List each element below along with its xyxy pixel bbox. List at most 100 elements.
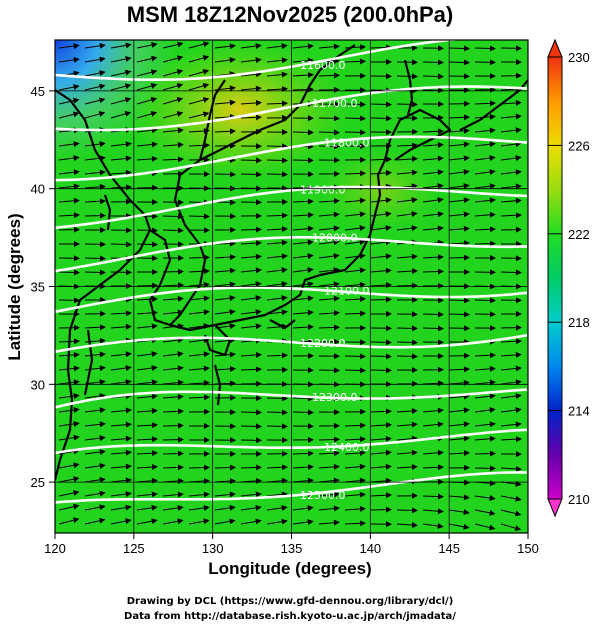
contour-label: 11800.0 xyxy=(324,136,370,149)
wind-vector xyxy=(474,240,496,247)
wind-vector xyxy=(500,324,522,331)
wind-vector xyxy=(162,436,184,443)
x-axis-label: Longitude (degrees) xyxy=(208,559,371,578)
wind-vector xyxy=(188,394,210,401)
wind-vector xyxy=(84,393,106,400)
wind-vector xyxy=(58,226,80,233)
wind-vector xyxy=(318,519,340,526)
wind-vector xyxy=(344,281,366,288)
wind-vector xyxy=(500,495,522,502)
wind-vector xyxy=(474,45,496,52)
wind-vector xyxy=(292,505,314,512)
wind-vector xyxy=(110,379,132,386)
wind-vector xyxy=(500,351,522,358)
wind-vector xyxy=(110,97,132,105)
wind-vector xyxy=(422,225,444,232)
wind-vector xyxy=(162,365,184,372)
wind-vector xyxy=(84,70,106,77)
wind-vector xyxy=(370,225,392,232)
wind-vector xyxy=(292,324,314,331)
wind-vector xyxy=(266,253,288,260)
wind-vector xyxy=(110,83,132,91)
x-tick-label: 135 xyxy=(281,541,303,556)
wind-vector xyxy=(136,477,158,484)
wind-vector xyxy=(240,281,262,288)
wind-vector xyxy=(318,72,340,79)
wind-vector xyxy=(58,490,80,497)
wind-vector xyxy=(448,311,470,318)
wind-vector xyxy=(370,296,392,303)
wind-vector xyxy=(318,463,340,470)
wind-vector xyxy=(448,155,470,162)
wind-vector xyxy=(344,101,366,108)
wind-vector xyxy=(240,366,262,373)
wind-vector xyxy=(474,435,496,442)
wind-vector xyxy=(448,450,470,457)
wind-vector xyxy=(370,408,392,415)
wind-vector xyxy=(84,255,106,262)
x-tick-label: 130 xyxy=(202,541,224,556)
wind-vector xyxy=(214,295,236,302)
wind-vector xyxy=(318,324,340,331)
wind-vector xyxy=(500,393,522,400)
wind-vector xyxy=(344,353,366,360)
wind-vector xyxy=(240,171,262,178)
wind-vector xyxy=(110,42,132,49)
wind-vector xyxy=(422,155,444,162)
wind-vector xyxy=(396,282,418,289)
wind-vector xyxy=(136,141,158,148)
wind-vector xyxy=(266,518,288,525)
wind-vector xyxy=(292,395,314,402)
wind-vector xyxy=(58,212,80,219)
wind-vector xyxy=(162,491,184,498)
wind-vector xyxy=(110,463,132,470)
wind-vector xyxy=(500,127,522,134)
wind-vector xyxy=(110,421,132,428)
y-tick-label: 40 xyxy=(31,182,45,197)
wind-vector xyxy=(58,407,80,414)
wind-vector xyxy=(370,115,392,122)
wind-vector xyxy=(422,380,444,387)
wind-vector xyxy=(188,464,210,471)
credit-drawing: Drawing by DCL (https://www.gfd-dennou.o… xyxy=(127,596,454,607)
wind-vector xyxy=(396,407,418,414)
wind-vector xyxy=(58,269,80,276)
wind-vector xyxy=(58,421,80,427)
wind-vector xyxy=(84,169,106,176)
wind-vector xyxy=(84,111,106,119)
wind-vector xyxy=(266,57,288,64)
colorbar-tick-label: 214 xyxy=(568,404,590,419)
wind-vector xyxy=(474,183,496,190)
wind-vector xyxy=(136,96,158,105)
wind-vector xyxy=(266,86,288,93)
wind-vector xyxy=(162,309,184,316)
wind-vector xyxy=(448,114,470,121)
wind-vector xyxy=(396,211,418,218)
wind-vector xyxy=(162,393,184,400)
contour-label: 12500.0 xyxy=(300,489,346,502)
wind-vector xyxy=(58,111,80,119)
colorbar-tick-label: 210 xyxy=(568,492,590,507)
wind-vector xyxy=(110,435,132,442)
wind-vector xyxy=(292,450,314,457)
wind-vector xyxy=(58,56,80,63)
wind-vector xyxy=(318,239,340,246)
wind-vector xyxy=(266,491,288,498)
wind-vector xyxy=(318,281,340,288)
y-tick-label: 25 xyxy=(31,475,45,490)
wind-vector xyxy=(318,115,340,122)
wind-vector xyxy=(162,351,184,358)
wind-vector xyxy=(474,197,496,204)
contour-label: 12300.0 xyxy=(312,391,358,404)
wind-vector xyxy=(162,295,184,302)
wind-vector xyxy=(396,522,418,529)
wind-vector xyxy=(162,127,184,134)
wind-vector xyxy=(474,141,496,148)
graticule xyxy=(55,40,528,533)
wind-vector xyxy=(84,421,106,428)
wind-vector xyxy=(110,141,132,148)
wind-vector xyxy=(240,99,262,106)
wind-vector xyxy=(162,408,184,415)
wind-vector xyxy=(370,506,392,513)
wind-vector xyxy=(162,69,184,77)
